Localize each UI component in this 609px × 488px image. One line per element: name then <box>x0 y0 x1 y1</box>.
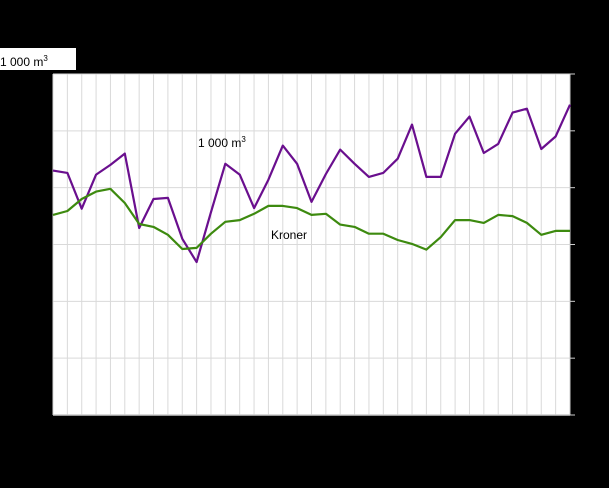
y-axis-unit-label: 1 000 m3 <box>0 48 76 70</box>
series-label-kroner: Kroner <box>271 228 307 242</box>
unit-text: 1 000 m <box>0 55 44 69</box>
right-axis-ticks <box>569 73 575 416</box>
unit-superscript: 3 <box>43 54 48 63</box>
horizontal-gridlines <box>53 73 570 416</box>
series-line-volume <box>52 104 572 264</box>
series-label-volume: 1 000 m3 <box>198 135 246 150</box>
series-line-kroner <box>52 187 570 251</box>
